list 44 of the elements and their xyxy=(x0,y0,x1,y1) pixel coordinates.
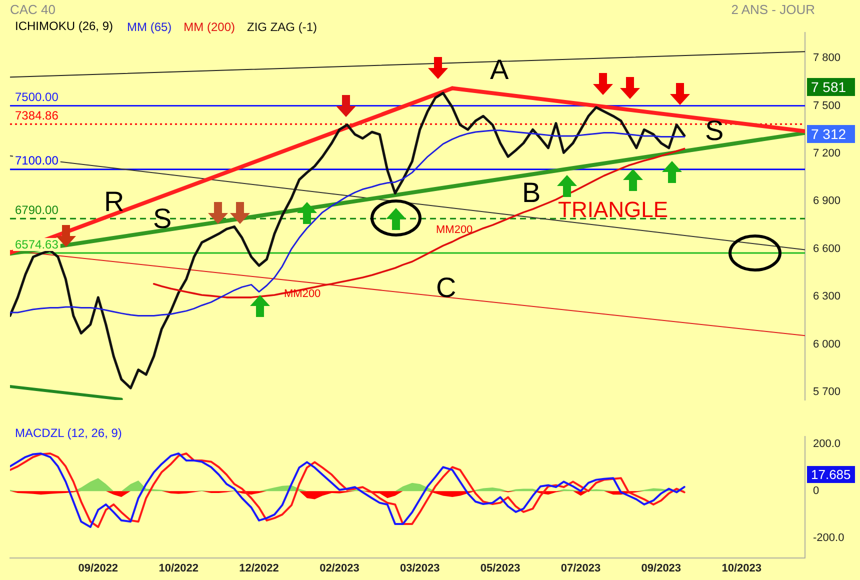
annotation: B xyxy=(522,177,541,208)
annotation: S xyxy=(705,115,724,146)
ref-line-label: 6574.63 xyxy=(15,237,59,252)
y-tick-label: 200.0 xyxy=(813,438,841,450)
y-tick-label: 6 000 xyxy=(813,338,841,350)
text: MM (65) xyxy=(127,20,172,34)
y-tick-label: -200.0 xyxy=(813,532,844,544)
ref-line-label: 7384.86 xyxy=(15,108,59,122)
text: 7 581 xyxy=(807,78,855,96)
annotation: S xyxy=(153,203,172,234)
x-tick-label: 05/2023 xyxy=(480,562,520,575)
annotation: R xyxy=(104,186,124,217)
y-tick-label: 6 900 xyxy=(813,195,841,208)
x-tick-label: 07/2023 xyxy=(560,562,601,575)
x-tick-label: 03/2023 xyxy=(400,562,440,575)
chart-subtitle: 2 ANS - JOUR xyxy=(731,2,815,17)
text: MM (200) xyxy=(184,20,236,34)
annotation: MM200 xyxy=(436,224,473,236)
x-tick-label: 12/2022 xyxy=(239,562,279,575)
y-tick-label: 5 700 xyxy=(813,386,841,398)
y-tick-label: 6 300 xyxy=(813,290,841,303)
ref-line-label: 7500.00 xyxy=(15,90,59,104)
y-tick-label: 6 600 xyxy=(813,242,841,255)
annotation: TRIANGLE xyxy=(558,197,668,222)
chart-title: CAC 40 xyxy=(10,2,56,17)
ref-line-label: 6790.00 xyxy=(15,203,59,217)
x-tick-label: 10/2022 xyxy=(158,562,198,575)
annotation: ICHIMOKU (26, 9) xyxy=(15,19,114,33)
text: 17.685 xyxy=(807,466,855,483)
ref-line-label: 7100.00 xyxy=(15,154,59,168)
x-tick-label: 09/2022 xyxy=(78,562,118,575)
x-tick-label: 02/2023 xyxy=(320,562,360,575)
annotation: C xyxy=(436,272,456,303)
text: 7 312 xyxy=(807,125,855,143)
x-tick-label: 10/2023 xyxy=(722,562,762,575)
text: ZIG ZAG (-1) xyxy=(247,20,318,34)
annotation: MM200 xyxy=(284,288,321,300)
y-tick-label: 0 xyxy=(813,485,820,498)
y-tick-label: 7 500 xyxy=(813,100,841,112)
y-tick-label: 7 200 xyxy=(813,148,841,160)
annotation: A xyxy=(490,54,509,85)
x-tick-label: 09/2023 xyxy=(641,562,682,575)
series-label: MACDZL (12, 26, 9) xyxy=(15,426,122,440)
y-tick-label: 7 800 xyxy=(813,52,841,64)
